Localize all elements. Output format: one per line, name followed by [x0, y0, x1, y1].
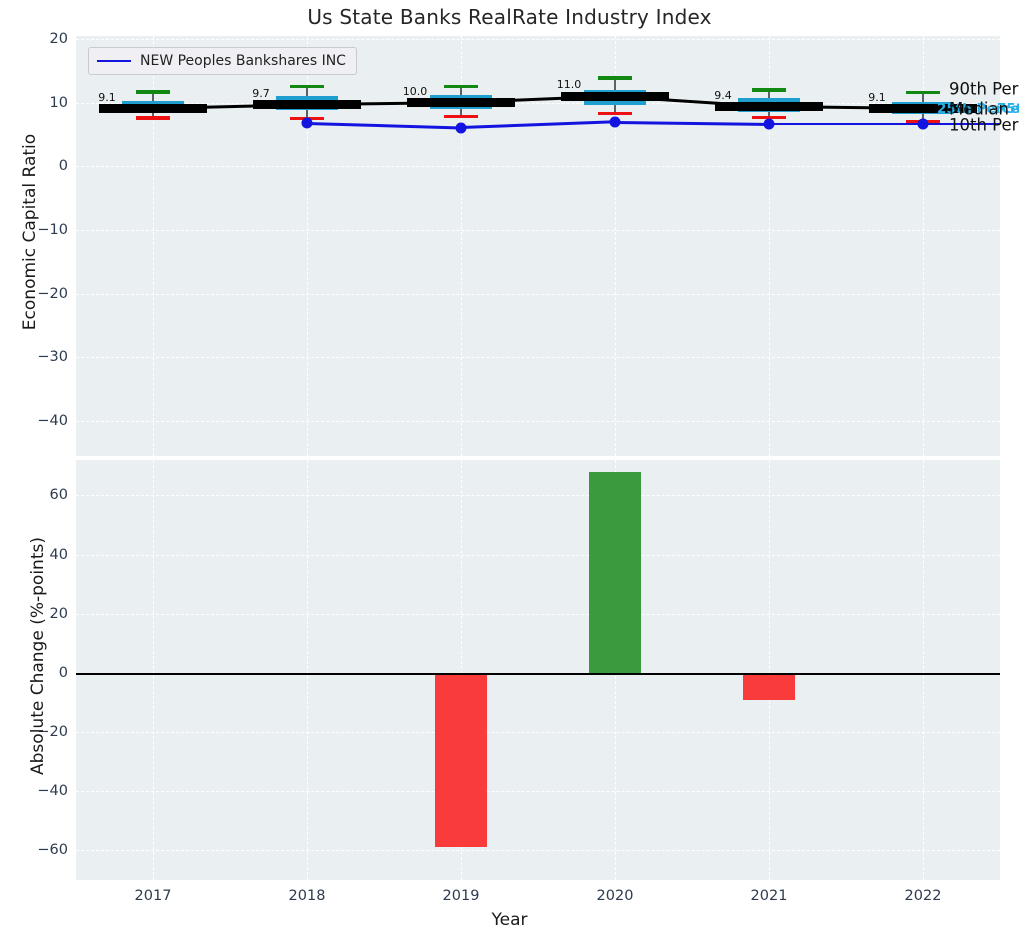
x-axis-tick-label: 2019	[442, 888, 480, 904]
gridline-vertical	[461, 460, 462, 880]
whisker-cap-90th	[444, 84, 478, 88]
gridline-vertical	[307, 460, 308, 880]
gridline-horizontal	[76, 39, 1000, 41]
whisker-cap-90th	[598, 76, 632, 80]
y-axis-tick-label: 60	[49, 487, 68, 504]
gridline-horizontal	[76, 230, 1000, 232]
median-value-label: 9.4	[714, 88, 732, 102]
median-marker	[715, 102, 823, 112]
bar-2019[interactable]	[435, 672, 487, 848]
gridline-horizontal	[76, 613, 1000, 615]
bottom-y-axis-label: Absolute Change (%-points)	[28, 537, 48, 775]
median-value-label: 10.0	[402, 84, 428, 98]
bar-2021[interactable]	[743, 672, 795, 701]
page-title: Us State Banks RealRate Industry Index	[307, 5, 712, 29]
y-axis-tick-label: 0	[58, 158, 68, 175]
gridline-vertical	[923, 460, 924, 880]
y-axis-tick-label: 20	[49, 31, 68, 48]
company-data-point[interactable]	[455, 122, 467, 134]
y-axis-tick-label: 20	[49, 605, 68, 622]
whisker-cap-90th	[290, 85, 324, 89]
whisker-cap-10th	[752, 115, 786, 120]
whisker-cap-90th	[906, 91, 940, 95]
median-marker	[869, 104, 977, 114]
x-axis-tick-label: 2018	[288, 888, 326, 904]
annotation-median: Median	[949, 99, 1010, 119]
gridline-vertical	[307, 36, 308, 456]
gridline-horizontal	[76, 850, 1000, 852]
median-value-label: 9.1	[98, 90, 116, 104]
annotation-75th-percentile: 75th Percentile	[997, 100, 1019, 117]
median-marker	[561, 91, 669, 101]
gridline-horizontal	[76, 102, 1000, 104]
gridline-vertical	[153, 36, 154, 456]
company-line-segment	[769, 122, 923, 126]
annotation-25th-percentile: 25th Percentile	[937, 100, 1019, 117]
y-axis-tick-label: −10	[37, 222, 68, 239]
zero-line	[76, 672, 1000, 675]
gridline-horizontal	[76, 495, 1000, 497]
y-axis-tick-label: −20	[37, 724, 68, 741]
gridline-horizontal	[76, 421, 1000, 422]
gridline-vertical	[923, 36, 924, 456]
top-y-axis-label: Economic Capital Ratio	[20, 133, 40, 331]
gridline-vertical	[461, 36, 462, 456]
y-axis-tick-label: −20	[37, 285, 68, 302]
whisker-cap-90th	[752, 88, 786, 92]
gridline-vertical	[769, 460, 770, 880]
y-axis-tick-label: 40	[49, 546, 68, 563]
median-marker	[99, 104, 207, 114]
x-axis-tick-label: 2017	[134, 888, 172, 904]
company-line-segment	[306, 121, 462, 129]
company-line-segment	[614, 120, 770, 126]
company-data-point[interactable]	[609, 116, 621, 128]
whisker-cap-10th	[136, 116, 170, 120]
bar-2020[interactable]	[589, 471, 641, 673]
panel-absolute-change	[76, 460, 1000, 880]
gridline-horizontal	[76, 357, 1000, 359]
company-line-segment	[923, 122, 1000, 126]
whisker-cap-10th	[598, 112, 632, 116]
company-line-segment	[460, 120, 616, 129]
y-axis-tick-label: −40	[37, 413, 68, 429]
y-axis-tick-label: −60	[37, 842, 68, 859]
y-axis-tick-label: −30	[37, 349, 68, 366]
annotation-90th-percentile: 90th Percentile	[949, 79, 1019, 99]
company-data-point[interactable]	[917, 118, 929, 130]
x-axis-label: Year	[491, 910, 528, 930]
y-axis-tick-label: 10	[49, 94, 68, 111]
gridline-horizontal	[76, 554, 1000, 556]
legend-line-swatch	[97, 60, 131, 62]
y-axis-tick-label: 0	[58, 664, 68, 681]
company-data-point[interactable]	[763, 118, 775, 130]
gridline-horizontal	[76, 166, 1000, 168]
median-value-label: 11.0	[556, 78, 582, 92]
whisker-cap-10th	[444, 115, 478, 119]
whisker-cap-90th	[136, 90, 170, 94]
gridline-vertical	[615, 36, 616, 456]
panel-industry-distribution: 9.1 9.7 10.0 11.0 9.4 9.1	[76, 36, 1000, 456]
legend-item-label: NEW Peoples Bankshares INC	[140, 53, 346, 69]
x-axis-tick-label: 2021	[750, 888, 788, 904]
y-axis-tick-label: −40	[37, 783, 68, 800]
gridline-horizontal	[76, 732, 1000, 734]
gridline-horizontal	[76, 293, 1000, 295]
gridline-vertical	[153, 460, 154, 880]
median-value-label: 9.7	[252, 86, 270, 100]
x-axis-tick-label: 2022	[904, 888, 942, 904]
median-marker	[253, 100, 361, 110]
annotation-10th-percentile: 10th Percentile	[949, 115, 1019, 135]
gridline-horizontal	[76, 791, 1000, 793]
x-axis-tick-label: 2020	[596, 888, 634, 904]
legend[interactable]: NEW Peoples Bankshares INC	[88, 47, 357, 75]
median-value-label: 9.1	[868, 90, 886, 104]
company-data-point[interactable]	[301, 117, 313, 129]
median-marker	[407, 98, 515, 108]
gridline-vertical	[769, 36, 770, 456]
